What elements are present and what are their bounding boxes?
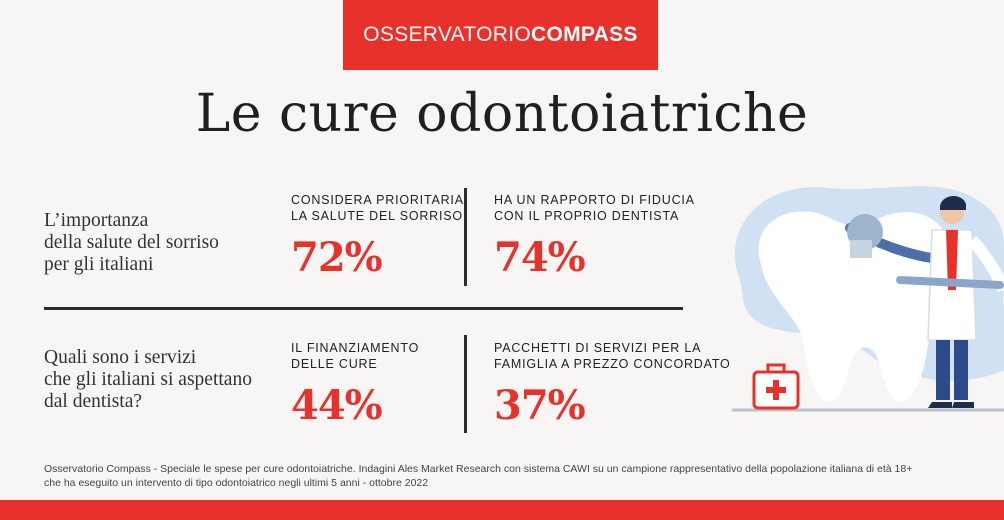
question-importance: L’importanza della salute del sorriso pe… bbox=[44, 210, 219, 276]
stat-label: PACCHETTI DI SERVIZI PER LA FAMIGLIA A P… bbox=[494, 340, 731, 372]
stat-label-line: CON IL PROPRIO DENTISTA bbox=[494, 209, 680, 223]
stat-label-line: FAMIGLIA A PREZZO CONCORDATO bbox=[494, 357, 731, 371]
brand-name-part1: OSSERVATORIO bbox=[363, 23, 532, 46]
vertical-divider bbox=[464, 188, 467, 286]
brand-banner: OSSERVATORIO COMPASS bbox=[343, 0, 658, 70]
stat-trust-dentist: HA UN RAPPORTO DI FIDUCIA CON IL PROPRIO… bbox=[494, 192, 695, 281]
question-line: per gli italiani bbox=[44, 254, 154, 275]
page-title: Le cure odontoiatriche bbox=[195, 84, 809, 144]
question-line: L’importanza bbox=[44, 210, 149, 231]
stat-label-line: IL FINANZIAMENTO bbox=[291, 341, 420, 355]
first-aid-kit-icon bbox=[752, 363, 800, 410]
stat-label: IL FINANZIAMENTO DELLE CURE bbox=[291, 340, 419, 372]
stat-value: 72% bbox=[291, 234, 383, 281]
horizontal-divider bbox=[44, 307, 683, 310]
stat-label-line: LA SALUTE DEL SORRISO bbox=[291, 209, 463, 223]
dentist-figure bbox=[896, 195, 1004, 408]
vertical-divider bbox=[464, 335, 467, 433]
stat-label-line: HA UN RAPPORTO DI FIDUCIA bbox=[494, 193, 695, 207]
stat-label-line: PACCHETTI DI SERVIZI PER LA bbox=[494, 341, 702, 355]
question-services: Quali sono i servizi che gli italiani si… bbox=[44, 347, 252, 413]
stat-value: 74% bbox=[494, 234, 586, 281]
footnote-line: Osservatorio Compass - Speciale le spese… bbox=[44, 463, 913, 475]
dentist-illustration bbox=[732, 186, 1004, 412]
stat-label-line: DELLE CURE bbox=[291, 357, 378, 371]
stat-label: CONSIDERA PRIORITARIA LA SALUTE DEL SORR… bbox=[291, 192, 464, 224]
question-line: che gli italiani si aspettano bbox=[44, 369, 252, 390]
stat-financing: IL FINANZIAMENTO DELLE CURE 44% bbox=[291, 340, 419, 429]
stat-label: HA UN RAPPORTO DI FIDUCIA CON IL PROPRIO… bbox=[494, 192, 695, 224]
stat-value: 44% bbox=[291, 382, 383, 429]
stat-priority-smile: CONSIDERA PRIORITARIA LA SALUTE DEL SORR… bbox=[291, 192, 464, 281]
stat-value: 37% bbox=[494, 382, 586, 429]
question-line: Quali sono i servizi bbox=[44, 347, 197, 368]
stat-family-packages: PACCHETTI DI SERVIZI PER LA FAMIGLIA A P… bbox=[494, 340, 731, 429]
question-line: della salute del sorriso bbox=[44, 232, 219, 253]
footnote-line: che ha eseguito un intervento di tipo od… bbox=[44, 477, 429, 489]
bottom-accent-bar bbox=[0, 500, 1004, 520]
stat-label-line: CONSIDERA PRIORITARIA bbox=[291, 193, 464, 207]
tooth-illustration bbox=[758, 211, 952, 402]
brand-name-part2: COMPASS bbox=[531, 23, 638, 46]
footnote: Osservatorio Compass - Speciale le spese… bbox=[44, 462, 912, 490]
question-line: dal dentista? bbox=[44, 391, 143, 412]
